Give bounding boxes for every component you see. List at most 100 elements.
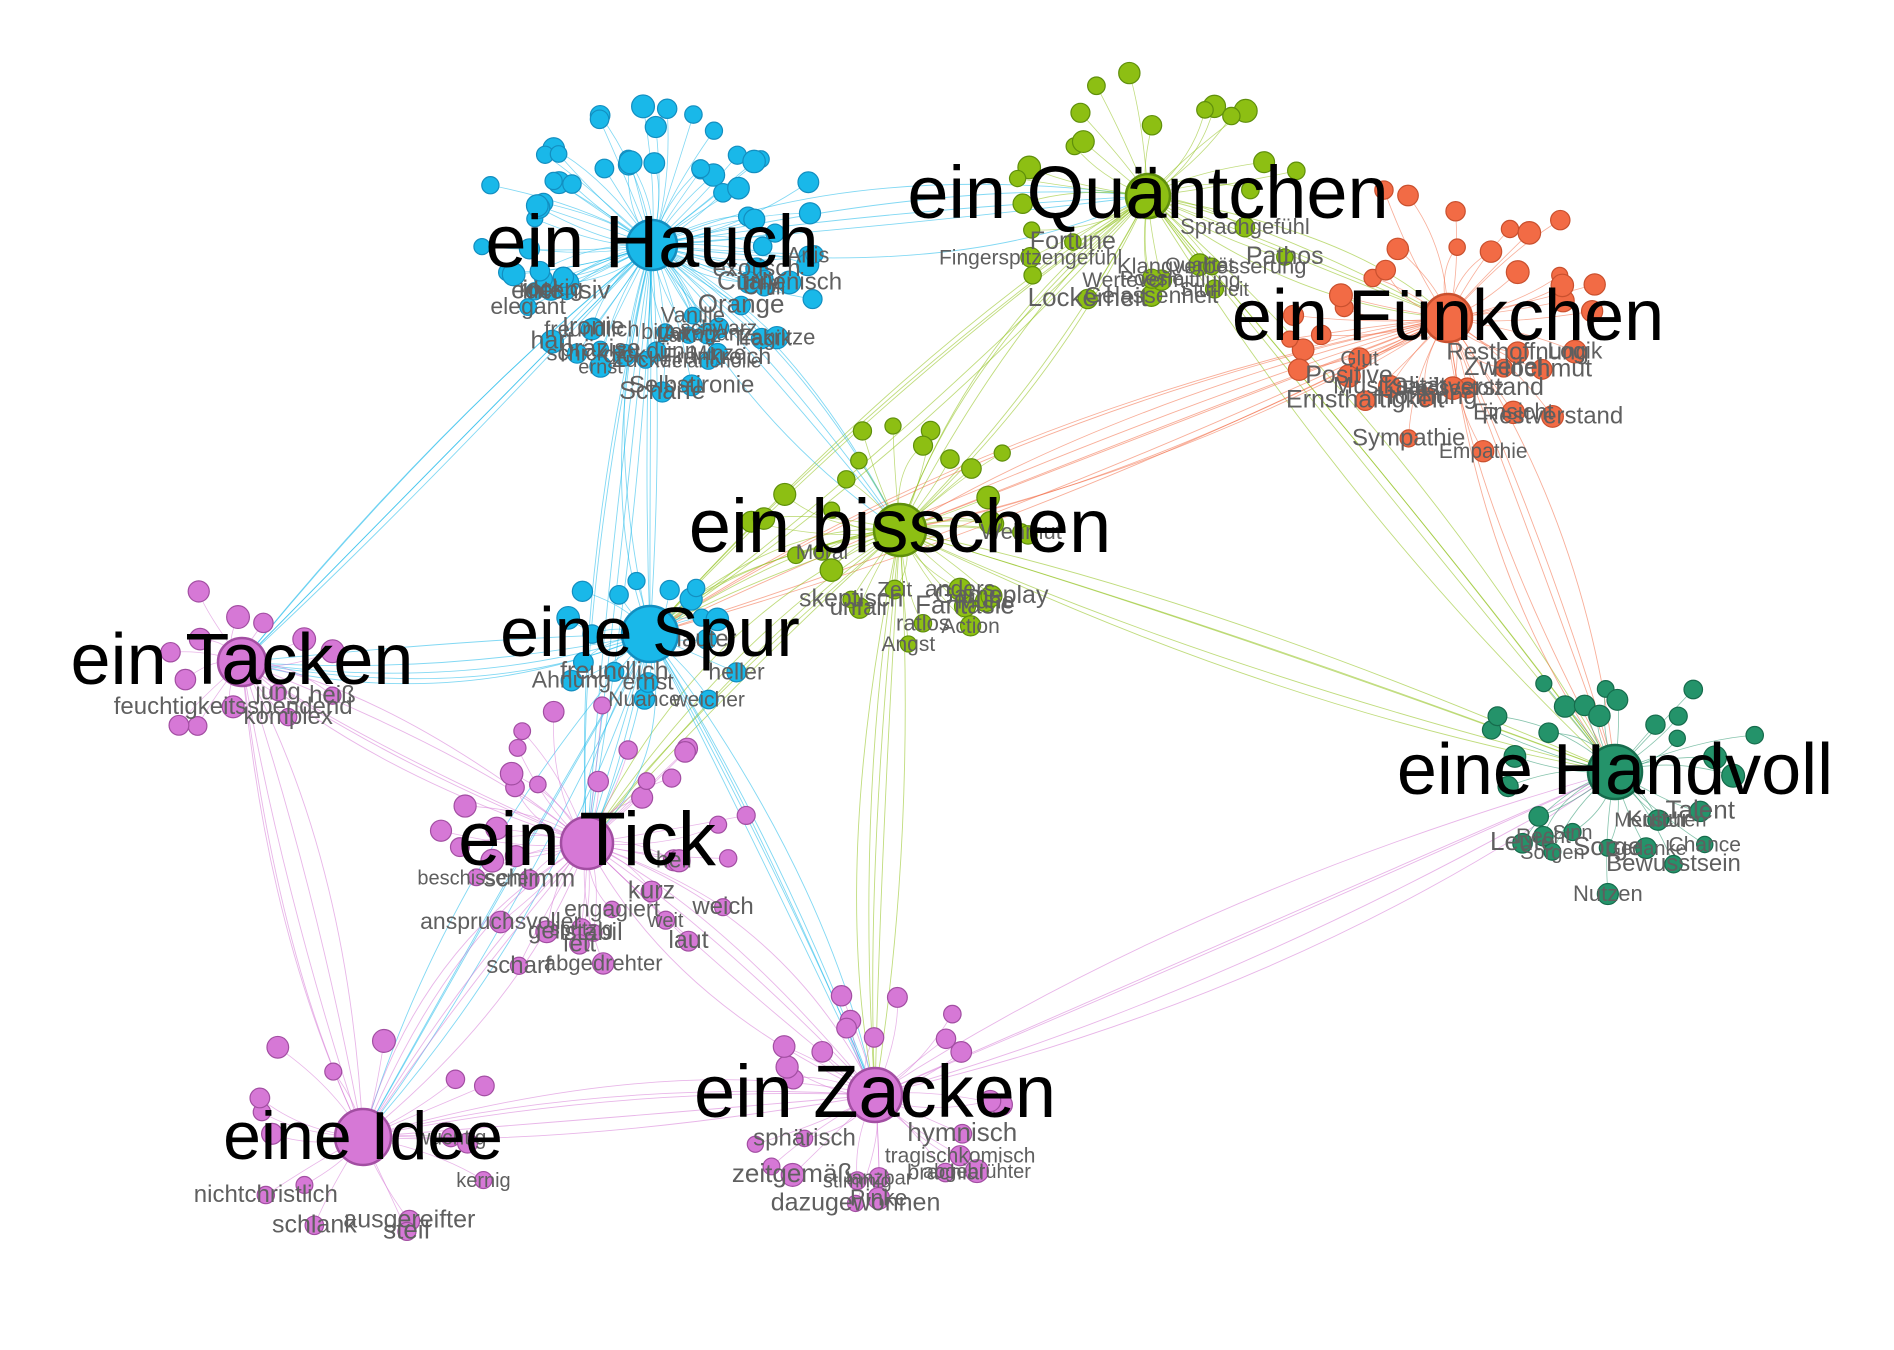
word-label: weicher (672, 689, 745, 712)
word-node (1645, 714, 1666, 735)
word-label: steif (383, 1214, 431, 1244)
word-node (1008, 169, 1027, 188)
word-label: feuchtigkeitsspendend (114, 693, 353, 720)
inter-cluster-edge (362, 633, 651, 1138)
word-node (481, 176, 500, 195)
word-node (651, 381, 673, 403)
inter-cluster-edge (621, 244, 653, 635)
word-node (1375, 259, 1397, 281)
inter-cluster-edge (586, 633, 657, 844)
word-node (1222, 106, 1241, 126)
word-node (1588, 704, 1611, 728)
word-node (266, 1035, 290, 1059)
word-node (762, 1157, 781, 1176)
word-node (535, 920, 559, 944)
word-node (1374, 180, 1394, 200)
hub-label: ein Fünkchen (1232, 276, 1664, 356)
inter-cluster-edge (362, 842, 588, 1138)
word-node (1668, 706, 1688, 726)
inter-cluster-edge (241, 661, 364, 1138)
inter-cluster-edge (362, 1079, 876, 1138)
inter-cluster-edge (868, 529, 901, 1096)
inter-cluster-edge (362, 842, 588, 1138)
word-label: Anis (787, 242, 830, 267)
word-node (1562, 339, 1587, 364)
inter-cluster-edge (241, 244, 653, 663)
word-label: spritzig (550, 918, 613, 940)
hub-node (333, 1107, 393, 1167)
word-node (837, 470, 856, 489)
inter-cluster-edge (649, 195, 1149, 635)
hub-label: ein Quäntchen (907, 151, 1388, 234)
word-node (429, 819, 453, 842)
word-node (562, 174, 582, 194)
word-label: Ernsthaftigkeit (1286, 386, 1444, 414)
word-label: dazugewonnen (771, 1188, 941, 1216)
word-label: Gelassenheit (1084, 282, 1219, 308)
inter-cluster-edge (649, 633, 876, 1096)
inter-cluster-edge (241, 244, 653, 663)
word-node (594, 158, 615, 179)
inter-cluster-edge (649, 317, 1449, 635)
word-label: Tragik (731, 326, 792, 351)
word-node (292, 627, 317, 652)
word-node (509, 956, 529, 975)
word-node (278, 707, 298, 727)
inter-cluster-edge (362, 842, 588, 1138)
word-label: Fortune (1030, 227, 1116, 255)
word-node (662, 768, 682, 788)
word-node (1287, 358, 1311, 381)
hub-label: eine Spur (500, 593, 800, 671)
word-label: Selbstironie (629, 371, 754, 398)
word-label: intensiv (522, 275, 610, 305)
word-node (1598, 838, 1617, 857)
word-label: Sprachgefühl (1180, 214, 1310, 239)
word-label: Einsicht (1473, 398, 1554, 424)
word-node (1276, 248, 1294, 266)
hub-label: eine Idee (223, 1098, 503, 1174)
word-label: engagiert (564, 895, 661, 921)
word-node (752, 236, 773, 257)
nodes-layer (160, 61, 1765, 1242)
word-label: geil (528, 918, 565, 945)
inter-cluster-edge (649, 317, 1449, 635)
inter-cluster-edge (241, 633, 651, 663)
word-node (674, 741, 696, 763)
word-node (1696, 835, 1714, 854)
word-node (964, 1159, 990, 1184)
word-node (830, 985, 853, 1007)
inter-cluster-edge (651, 244, 901, 531)
word-node (950, 1041, 973, 1063)
word-label: tragischkomisch (885, 1145, 1036, 1168)
word-node (618, 150, 643, 175)
word-label: Sorge (1573, 831, 1642, 861)
word-node (631, 94, 656, 119)
inter-cluster-edge (649, 529, 901, 635)
word-label: weich (691, 893, 753, 920)
word-node (168, 714, 190, 736)
word-node (519, 869, 540, 890)
word-node (304, 1215, 325, 1236)
inter-cluster-edge (583, 244, 653, 844)
word-label: Zucker (612, 347, 679, 372)
word-node (188, 627, 212, 651)
inter-cluster-edge (649, 317, 1449, 635)
word-node (1141, 114, 1163, 136)
inter-cluster-edge (362, 1094, 876, 1140)
word-label: Hochmut (1492, 354, 1592, 382)
word-node (765, 223, 785, 243)
inter-cluster-edge (874, 771, 1616, 1096)
word-node (160, 641, 181, 663)
word-node (1023, 221, 1041, 239)
word-node (449, 837, 470, 858)
word-node (473, 237, 491, 256)
word-label: Leute (1490, 826, 1555, 856)
word-node (371, 1028, 396, 1053)
word-node (324, 1062, 343, 1081)
word-node (1479, 240, 1503, 263)
word-node (1202, 257, 1221, 276)
word-node (1354, 390, 1376, 411)
word-node (1472, 439, 1495, 463)
word-node (993, 444, 1011, 462)
